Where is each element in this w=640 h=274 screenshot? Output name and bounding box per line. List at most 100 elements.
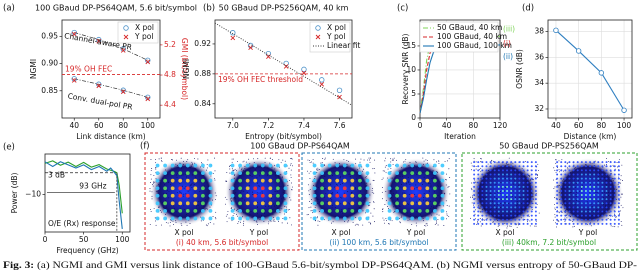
symbol-dot — [556, 189, 559, 192]
noise-dot — [513, 167, 515, 169]
noise-dot — [373, 208, 375, 210]
noise-dot — [209, 222, 211, 223]
noise-dot — [494, 205, 496, 207]
noise-dot — [569, 191, 571, 193]
symbol-dot — [253, 163, 258, 168]
noise-dot — [617, 226, 619, 228]
symbol-dot — [268, 186, 273, 191]
noise-dot — [563, 181, 565, 183]
symbol-dot — [534, 169, 537, 172]
noise-dot — [237, 215, 239, 217]
noise-dot — [368, 205, 370, 207]
legend-label: 50 GBaud, 40 km — [437, 23, 502, 32]
noise-dot — [187, 212, 189, 214]
noise-dot — [229, 189, 231, 191]
symbol-dot — [568, 202, 571, 205]
noise-dot — [178, 205, 180, 207]
symbol-dot — [534, 177, 537, 180]
noise-dot — [568, 180, 570, 182]
noise-dot — [511, 195, 513, 197]
symbol-dot — [572, 222, 575, 225]
noise-dot — [214, 178, 215, 180]
symbol-dot — [497, 206, 500, 209]
noise-dot — [431, 214, 433, 216]
noise-dot — [246, 192, 248, 194]
noise-dot — [341, 197, 343, 199]
noise-dot — [484, 208, 485, 210]
symbol-dot — [597, 194, 600, 197]
noise-dot — [215, 211, 217, 213]
noise-dot — [151, 195, 153, 197]
symbol-dot — [238, 201, 243, 206]
symbol-dot — [522, 194, 525, 197]
noise-dot — [180, 192, 182, 194]
symbol-dot — [163, 178, 168, 183]
noise-dot — [437, 185, 439, 187]
noise-dot — [170, 220, 172, 222]
noise-dot — [483, 177, 484, 179]
symbol-dot — [580, 169, 583, 172]
symbol-dot — [185, 208, 190, 213]
noise-dot — [245, 161, 247, 163]
noise-dot — [390, 161, 392, 163]
noise-dot — [168, 181, 170, 183]
symbol-dot — [613, 194, 616, 197]
symbol-dot — [589, 181, 592, 184]
symbol-dot — [564, 218, 567, 221]
noise-dot — [160, 157, 162, 159]
symbol-dot — [238, 193, 243, 198]
symbol-dot — [576, 198, 579, 201]
noise-dot — [347, 191, 349, 193]
symbol-dot — [387, 193, 392, 198]
noise-dot — [567, 209, 568, 211]
noise-dot — [492, 221, 494, 223]
noise-dot — [432, 206, 434, 208]
noise-dot — [341, 210, 343, 212]
symbol-dot — [597, 173, 600, 176]
noise-dot — [331, 192, 333, 194]
noise-dot — [288, 167, 290, 169]
symbol-dot — [473, 214, 476, 217]
noise-dot — [150, 178, 152, 180]
symbol-dot — [593, 194, 596, 197]
noise-dot — [391, 159, 393, 161]
noise-dot — [585, 164, 587, 166]
noise-dot — [573, 225, 575, 227]
noise-dot — [414, 193, 416, 195]
noise-dot — [385, 190, 387, 192]
symbol-dot — [357, 216, 362, 221]
symbol-dot — [617, 210, 620, 213]
symbol-dot — [193, 193, 198, 198]
symbol-dot — [560, 173, 563, 176]
symbol-dot — [589, 169, 592, 172]
noise-dot — [183, 193, 185, 195]
noise-dot — [259, 219, 261, 220]
symbol-dot — [268, 171, 273, 176]
symbol-dot — [568, 198, 571, 201]
noise-dot — [399, 221, 401, 223]
symbol-dot — [510, 222, 513, 225]
symbol-dot — [568, 218, 571, 221]
noise-dot — [208, 185, 210, 187]
noise-dot — [416, 171, 418, 173]
noise-dot — [614, 226, 616, 228]
noise-dot — [553, 167, 555, 169]
noise-dot — [444, 160, 446, 162]
symbol-dot — [489, 165, 492, 168]
noise-dot — [528, 175, 530, 177]
symbol-dot — [593, 169, 596, 172]
noise-dot — [150, 169, 152, 171]
noise-dot — [382, 217, 384, 219]
noise-dot — [240, 192, 242, 194]
noise-dot — [567, 162, 569, 164]
noise-dot — [157, 184, 159, 185]
symbol-dot — [485, 177, 488, 180]
noise-dot — [214, 192, 216, 194]
noise-dot — [405, 159, 407, 160]
noise-dot — [359, 175, 361, 177]
symbol-dot — [432, 216, 437, 221]
noise-dot — [394, 201, 396, 203]
symbol-dot — [526, 214, 529, 217]
symbol-dot — [493, 194, 496, 197]
noise-dot — [264, 212, 266, 214]
